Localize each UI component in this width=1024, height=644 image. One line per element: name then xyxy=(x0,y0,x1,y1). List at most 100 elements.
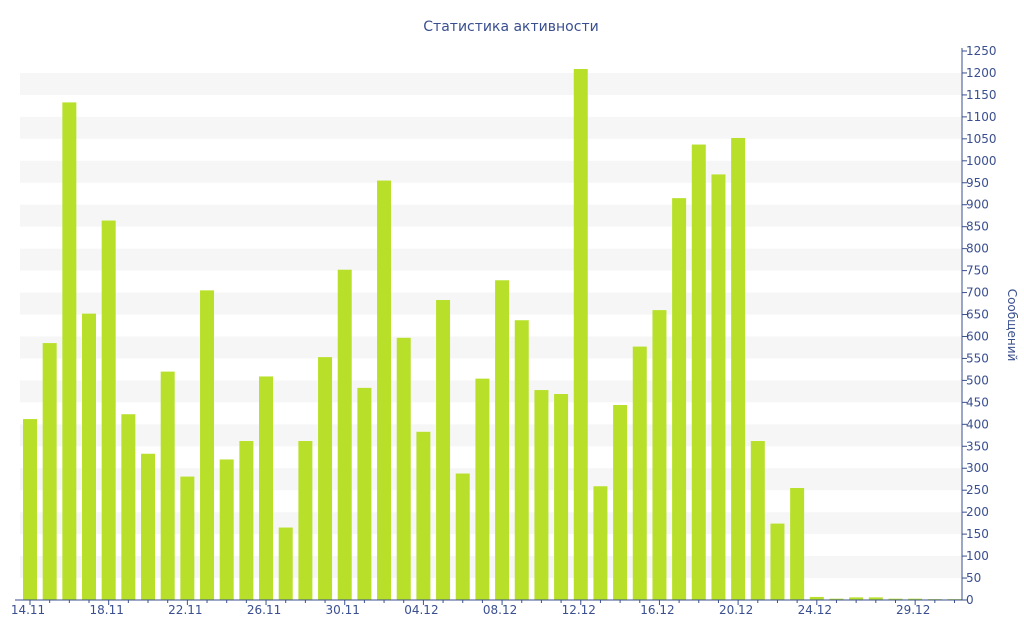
grid-band xyxy=(20,292,962,315)
bar xyxy=(62,102,77,600)
y-tick-label: 150 xyxy=(966,527,989,541)
bar xyxy=(82,313,97,600)
y-tick-label: 750 xyxy=(966,264,989,278)
bar xyxy=(790,488,805,600)
bar xyxy=(101,220,116,601)
bar xyxy=(278,527,293,600)
y-tick-label: 800 xyxy=(966,242,989,256)
grid-band xyxy=(20,248,962,271)
bar xyxy=(436,300,451,600)
bar xyxy=(180,476,195,600)
y-tick-label: 50 xyxy=(966,571,981,585)
bar xyxy=(750,441,765,600)
y-tick-label: 1200 xyxy=(966,66,997,80)
y-tick-label: 600 xyxy=(966,329,989,343)
bar xyxy=(672,198,687,600)
bar xyxy=(141,453,156,600)
y-tick-label: 700 xyxy=(966,286,989,300)
y-axis-label: Сообщений xyxy=(1005,289,1019,362)
y-tick-label: 900 xyxy=(966,198,989,212)
y-tick-label: 400 xyxy=(966,417,989,431)
y-tick-label: 550 xyxy=(966,351,989,365)
y-tick-label: 200 xyxy=(966,505,989,519)
x-tick-label: 20.12 xyxy=(719,603,753,617)
bars xyxy=(23,69,962,601)
y-tick-label: 1100 xyxy=(966,110,997,124)
bar xyxy=(416,431,431,600)
y-tick-label: 1000 xyxy=(966,154,997,168)
y-tick-label: 100 xyxy=(966,549,989,563)
bar xyxy=(200,290,215,600)
x-tick-label: 18.11 xyxy=(90,603,124,617)
bar xyxy=(829,598,844,600)
y-tick-label: 1050 xyxy=(966,132,997,146)
bar xyxy=(908,598,923,600)
bar xyxy=(711,174,726,600)
bar xyxy=(357,387,372,600)
y-tick-label: 300 xyxy=(966,461,989,475)
bar xyxy=(23,419,37,600)
x-tick-label: 29.12 xyxy=(896,603,930,617)
bar xyxy=(337,269,352,600)
bar xyxy=(632,346,647,600)
grid-band xyxy=(20,512,962,535)
x-tick-label: 12.12 xyxy=(562,603,596,617)
bar xyxy=(495,280,510,600)
bar xyxy=(396,337,411,600)
x-tick-label: 14.11 xyxy=(11,603,45,617)
x-tick-label: 04.12 xyxy=(404,603,438,617)
grid-bands xyxy=(20,72,962,579)
bar xyxy=(691,144,706,600)
bar xyxy=(298,441,313,600)
bar xyxy=(219,459,234,600)
y-tick-label: 450 xyxy=(966,395,989,409)
bar xyxy=(534,390,549,600)
x-tick-label: 24.12 xyxy=(798,603,832,617)
bar xyxy=(888,598,903,600)
grid-band xyxy=(20,336,962,359)
bar xyxy=(455,473,470,600)
bar xyxy=(573,69,588,600)
grid-band xyxy=(20,556,962,579)
bar xyxy=(613,404,628,600)
bar xyxy=(160,371,175,600)
x-tick-label: 16.12 xyxy=(640,603,674,617)
bar xyxy=(652,310,667,600)
grid-band xyxy=(20,160,962,183)
grid-band xyxy=(20,72,962,95)
bar xyxy=(849,597,864,600)
x-tick-label: 22.11 xyxy=(168,603,202,617)
x-axis: 14.11 18.11 22.11 26.11 30.11 04.12 08.12 12.12… xyxy=(11,599,962,617)
bar xyxy=(809,596,824,600)
y-tick-label: 0 xyxy=(966,593,974,607)
bar xyxy=(377,180,392,600)
y-tick-label: 650 xyxy=(966,308,989,322)
chart-title: Статистика активности xyxy=(423,19,598,35)
x-tick-label: 08.12 xyxy=(483,603,517,617)
bar xyxy=(475,378,490,600)
bar xyxy=(554,394,569,600)
bar xyxy=(239,441,254,600)
grid-band xyxy=(20,468,962,491)
y-tick-label: 1150 xyxy=(966,88,997,102)
bar xyxy=(593,486,608,600)
x-tick-label: 26.11 xyxy=(247,603,281,617)
grid-band xyxy=(20,116,962,139)
grid-band xyxy=(20,380,962,403)
bar xyxy=(514,320,529,600)
bar xyxy=(770,523,785,600)
y-tick-label: 850 xyxy=(966,220,989,234)
y-axis: 0 50 100 150 200 250 300 350 400 450 500 550 600 650 7… xyxy=(961,44,997,607)
grid-band xyxy=(20,204,962,227)
y-tick-label: 350 xyxy=(966,439,989,453)
y-tick-label: 950 xyxy=(966,176,989,190)
bar xyxy=(731,137,746,600)
bar xyxy=(259,376,274,600)
grid-band xyxy=(20,424,962,447)
bar xyxy=(121,414,136,600)
y-tick-label: 500 xyxy=(966,373,989,387)
y-tick-label: 250 xyxy=(966,483,989,497)
bar xyxy=(42,343,57,600)
